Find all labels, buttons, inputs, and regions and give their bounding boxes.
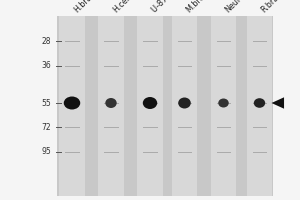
Polygon shape [272, 97, 284, 109]
Bar [57, 16, 273, 196]
Ellipse shape [105, 98, 117, 108]
Bar [172, 16, 197, 196]
Bar [98, 16, 124, 196]
Text: 95: 95 [41, 148, 51, 156]
Ellipse shape [143, 97, 157, 109]
Text: R.brain: R.brain [260, 0, 286, 14]
Bar [59, 16, 85, 196]
Text: 36: 36 [41, 62, 51, 71]
Text: M.brain: M.brain [184, 0, 212, 14]
Ellipse shape [254, 98, 265, 108]
Ellipse shape [64, 97, 80, 110]
Text: 55: 55 [41, 98, 51, 108]
Ellipse shape [178, 98, 191, 108]
Text: H.cerebellum: H.cerebellum [111, 0, 155, 14]
Text: H.brain: H.brain [72, 0, 99, 14]
Ellipse shape [218, 98, 229, 108]
Bar [211, 16, 236, 196]
Text: Neuro-2a: Neuro-2a [224, 0, 256, 14]
Text: 72: 72 [41, 122, 51, 132]
Bar [137, 16, 163, 196]
Text: U-87 MG: U-87 MG [150, 0, 181, 14]
Text: 28: 28 [41, 36, 51, 46]
Bar [247, 16, 272, 196]
